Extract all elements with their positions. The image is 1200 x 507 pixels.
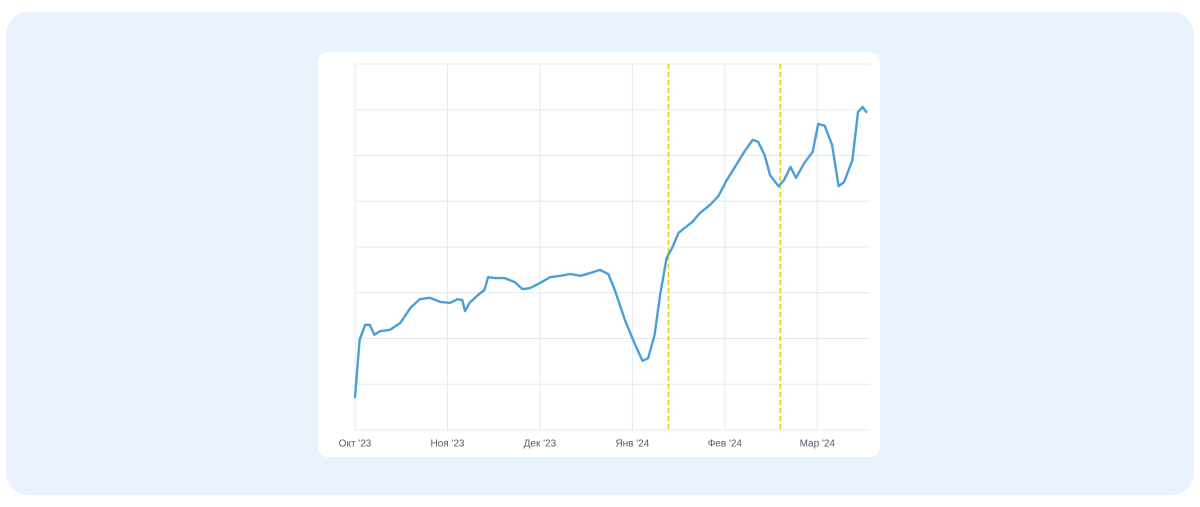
x-tick-label: Янв '24 xyxy=(615,439,649,450)
x-tick-label: Мар '24 xyxy=(800,439,836,450)
x-tick-label: Окт '23 xyxy=(339,439,372,450)
line-series xyxy=(353,105,868,399)
x-tick-label: Фев '24 xyxy=(708,439,743,450)
x-tick-label: Ноя '23 xyxy=(430,439,464,450)
x-tick-label: Дек '23 xyxy=(524,439,557,450)
chart-card xyxy=(318,52,880,457)
